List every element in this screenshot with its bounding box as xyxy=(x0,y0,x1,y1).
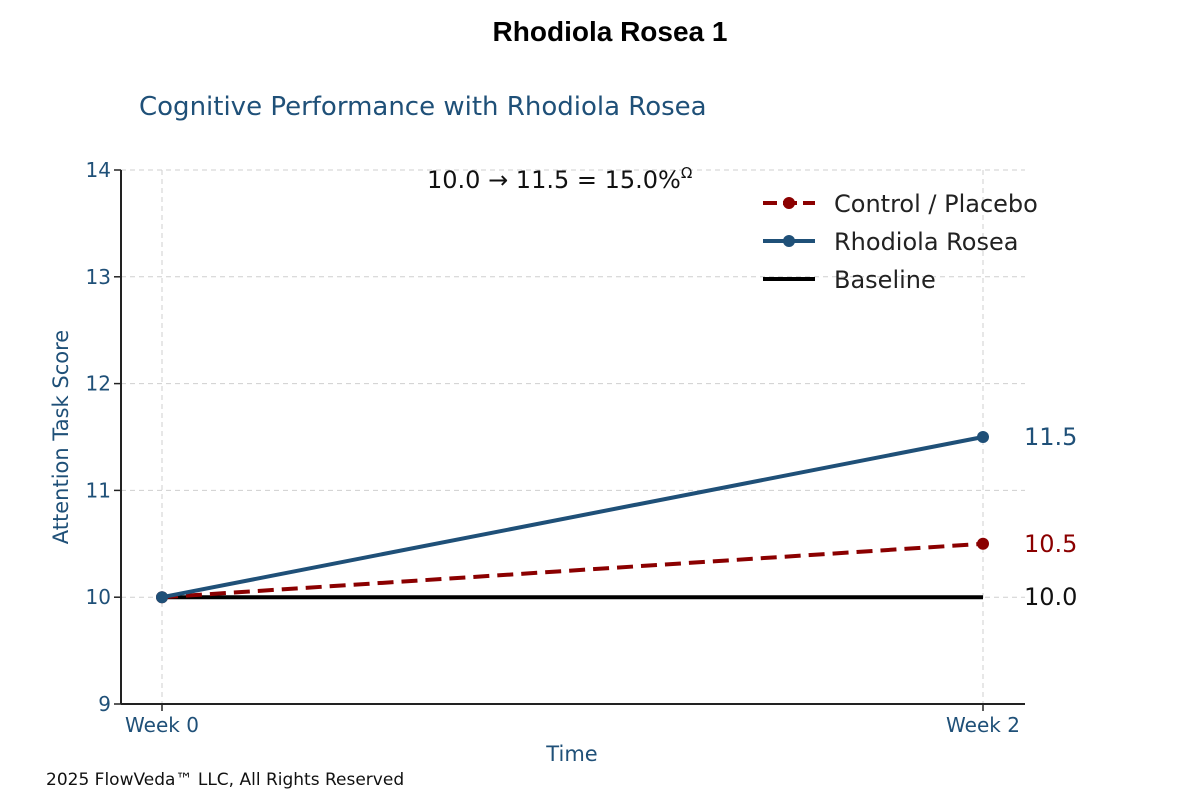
legend-entry: Rhodiola Rosea xyxy=(834,228,1018,256)
end-value-label: 10.0 xyxy=(1024,583,1077,611)
end-value-labels: 10.5 11.5 10.0 xyxy=(1024,423,1077,611)
series-line-rhodiola-rosea xyxy=(161,435,984,600)
series-line-control-placebo xyxy=(161,541,984,600)
end-value-label: 11.5 xyxy=(1024,423,1077,451)
y-tick-label: 10 xyxy=(86,585,111,609)
chart-title: Cognitive Performance with Rhodiola Rose… xyxy=(139,92,707,122)
y-tick-label: 11 xyxy=(86,478,111,502)
series-lines xyxy=(156,431,989,604)
x-axis-label: Time xyxy=(545,742,597,766)
legend-entry: Control / Placebo xyxy=(834,190,1038,218)
x-tick-label: Week 2 xyxy=(946,713,1020,737)
axes xyxy=(114,169,1025,711)
y-tick-label: 13 xyxy=(86,265,111,289)
legend-entry: Baseline xyxy=(834,266,936,294)
y-tick-labels: 9 10 11 12 13 14 xyxy=(86,158,111,716)
x-tick-labels: Week 0 Week 2 xyxy=(125,713,1020,737)
change-annotation: 10.0 → 11.5 = 15.0%Ω xyxy=(427,164,692,194)
y-tick-label: 12 xyxy=(86,372,111,396)
y-axis-label: Attention Task Score xyxy=(49,330,73,544)
data-point-rhodiola-rosea xyxy=(977,431,989,443)
y-tick-label: 9 xyxy=(98,692,111,716)
data-point-control-placebo xyxy=(977,537,989,550)
end-value-label: 10.5 xyxy=(1024,530,1077,558)
y-tick-label: 14 xyxy=(86,158,111,182)
x-tick-label: Week 0 xyxy=(125,713,199,737)
legend: Control / Placebo Rhodiola Rosea Baseline xyxy=(763,190,1038,294)
legend-marker xyxy=(783,197,795,209)
legend-marker xyxy=(783,235,795,247)
copyright-footer: 2025 FlowVeda™ LLC, All Rights Reserved xyxy=(46,770,405,790)
data-point-rhodiola-rosea xyxy=(156,591,168,604)
page-title: Rhodiola Rosea 1 xyxy=(492,16,728,47)
